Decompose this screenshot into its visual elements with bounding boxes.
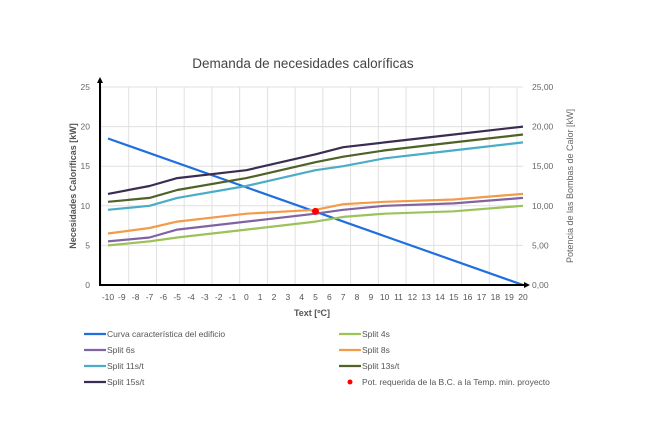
legend-label: Split 8s <box>362 345 390 355</box>
x-axis-label: Text [ºC] <box>294 308 330 318</box>
x-tick-label: 14 <box>435 292 445 302</box>
legend-label: Split 4s <box>362 329 390 339</box>
x-tick-label: 9 <box>368 292 373 302</box>
y-axis-label: Necesidades Caloríficas [kW] <box>68 123 78 249</box>
x-tick-label: 18 <box>491 292 501 302</box>
x-tick-label: 17 <box>477 292 487 302</box>
x-tick-label: 4 <box>299 292 304 302</box>
x-tick-label: 6 <box>327 292 332 302</box>
x-tick-label: 15 <box>449 292 459 302</box>
x-tick-label: 2 <box>272 292 277 302</box>
legend-marker <box>347 379 353 385</box>
x-tick-label: 8 <box>355 292 360 302</box>
x-tick-label: 5 <box>313 292 318 302</box>
x-tick-label: 10 <box>380 292 390 302</box>
x-tick-label: -2 <box>215 292 223 302</box>
x-axis-arrow <box>524 282 530 288</box>
y2-tick-label: 5,00 <box>532 240 549 250</box>
legend-label: Split 15s/t <box>107 377 145 387</box>
y-tick-label: 20 <box>81 122 91 132</box>
legend-label: Split 6s <box>107 345 135 355</box>
legend-label: Split 13s/t <box>362 361 400 371</box>
x-tick-label: 12 <box>408 292 418 302</box>
series-line-split-15s-t <box>107 125 524 195</box>
x-tick-label: 20 <box>518 292 528 302</box>
chart-title: Demanda de necesidades caloríficas <box>192 56 414 71</box>
x-tick-label: 13 <box>421 292 431 302</box>
x-tick-label: 19 <box>504 292 514 302</box>
x-tick-label: -9 <box>118 292 126 302</box>
y2-tick-label: 25,00 <box>532 82 554 92</box>
x-tick-label: -8 <box>132 292 140 302</box>
data-point-required-power <box>312 207 319 215</box>
y-axis-arrow <box>97 77 103 83</box>
x-tick-label: -6 <box>160 292 168 302</box>
series-line-split-13s-t <box>107 133 524 203</box>
x-tick-label: -4 <box>187 292 195 302</box>
x-tick-label: 16 <box>463 292 473 302</box>
x-tick-label: -3 <box>201 292 209 302</box>
y-tick-label: 5 <box>85 240 90 250</box>
x-tick-label: -10 <box>102 292 115 302</box>
grid <box>100 86 523 285</box>
x-tick-label: -5 <box>173 292 181 302</box>
series-line-split-6s <box>107 196 524 243</box>
y-tick-label: 0 <box>85 280 90 290</box>
x-tick-label: 1 <box>258 292 263 302</box>
y2-tick-label: 10,00 <box>532 201 554 211</box>
y-tick-label: 25 <box>81 82 91 92</box>
x-tick-label: 11 <box>394 292 403 302</box>
x-tick-label: -7 <box>146 292 154 302</box>
y2-tick-label: 15,00 <box>532 161 554 171</box>
y-tick-label: 15 <box>81 161 91 171</box>
legend: Curva característica del edificio Split 4… <box>84 329 550 387</box>
x-tick-label: -1 <box>229 292 237 302</box>
legend-label: Split 11s/t <box>107 361 144 371</box>
y2-axis-label: Potencia de las Bombas de Calor [kW] <box>565 109 575 263</box>
y2-tick-label: 20,00 <box>532 122 554 132</box>
x-tick-label: 0 <box>244 292 249 302</box>
y-tick-label: 10 <box>81 201 91 211</box>
legend-label: Curva característica del edificio <box>107 329 225 339</box>
legend-label: Pot. requerida de la B.C. a la Temp. min… <box>362 377 550 387</box>
series-line-split-4s <box>107 204 524 247</box>
series-line-split-11s-t <box>107 141 524 211</box>
series-lines <box>107 125 524 287</box>
x-tick-label: 7 <box>341 292 346 302</box>
y2-tick-label: 0,00 <box>532 280 549 290</box>
x-tick-label: 3 <box>285 292 290 302</box>
